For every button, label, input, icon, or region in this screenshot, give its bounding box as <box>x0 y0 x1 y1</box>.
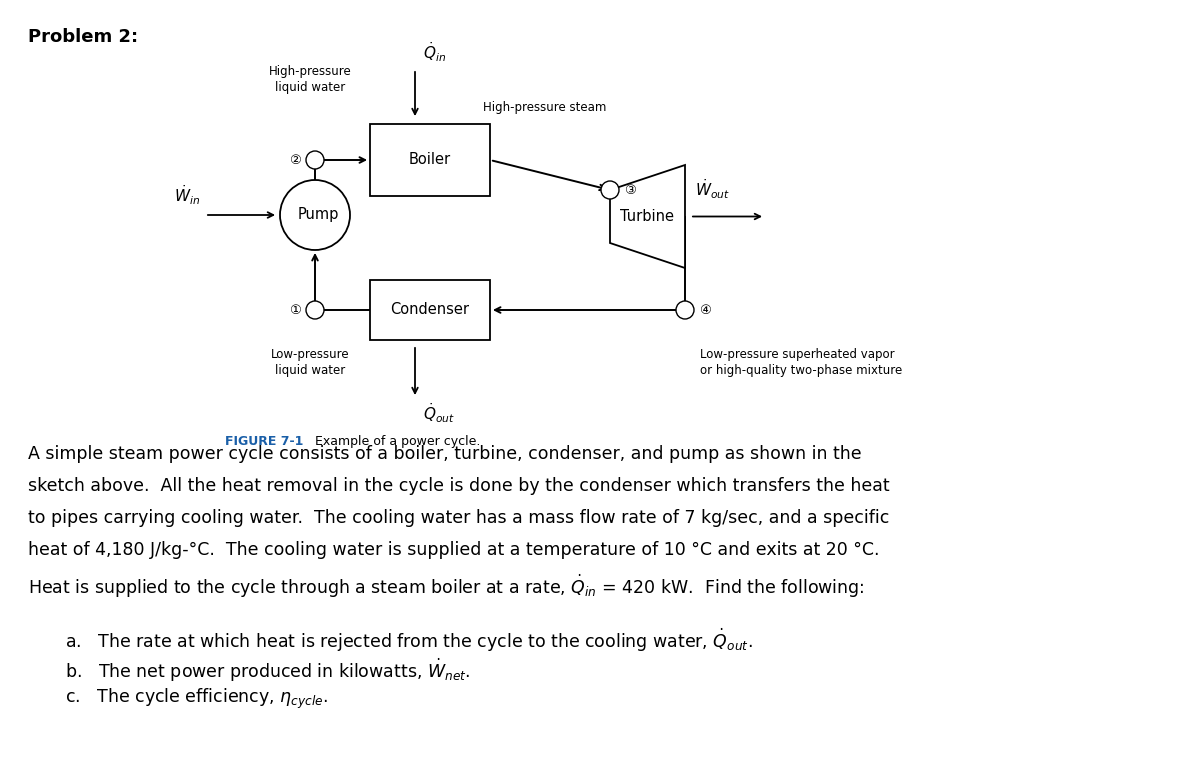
Circle shape <box>280 180 350 250</box>
Text: $\dot{Q}_{out}$: $\dot{Q}_{out}$ <box>424 401 455 424</box>
Text: c.   The cycle efficiency, $\eta_{cycle}$.: c. The cycle efficiency, $\eta_{cycle}$. <box>65 687 328 711</box>
Circle shape <box>676 301 694 319</box>
Polygon shape <box>610 165 685 268</box>
Text: a.   The rate at which heat is rejected from the cycle to the cooling water, $\d: a. The rate at which heat is rejected fr… <box>65 627 752 654</box>
Text: Boiler: Boiler <box>409 153 451 168</box>
Circle shape <box>306 151 324 169</box>
Bar <box>370 124 490 196</box>
Text: b.   The net power produced in kilowatts, $\dot{W}_{net}$.: b. The net power produced in kilowatts, … <box>65 657 470 684</box>
Text: Condenser: Condenser <box>390 303 469 317</box>
Text: to pipes carrying cooling water.  The cooling water has a mass flow rate of 7 kg: to pipes carrying cooling water. The coo… <box>28 509 889 527</box>
Text: Low-pressure
liquid water: Low-pressure liquid water <box>271 348 349 377</box>
Text: heat of 4,180 J/kg-°C.  The cooling water is supplied at a temperature of 10 °C : heat of 4,180 J/kg-°C. The cooling water… <box>28 541 880 559</box>
Text: Pump: Pump <box>298 207 338 222</box>
Text: High-pressure steam: High-pressure steam <box>484 101 607 114</box>
Text: Example of a power cycle.: Example of a power cycle. <box>302 435 480 448</box>
Text: FIGURE 7-1: FIGURE 7-1 <box>226 435 304 448</box>
Text: ③: ③ <box>624 184 636 197</box>
Text: A simple steam power cycle consists of a boiler, turbine, condenser, and pump as: A simple steam power cycle consists of a… <box>28 445 862 463</box>
Text: High-pressure
liquid water: High-pressure liquid water <box>269 65 352 94</box>
Bar <box>370 280 490 340</box>
Circle shape <box>306 301 324 319</box>
Text: $\dot{W}_{in}$: $\dot{W}_{in}$ <box>174 184 200 207</box>
Circle shape <box>601 181 619 199</box>
Text: ④: ④ <box>698 304 710 317</box>
Text: ①: ① <box>289 304 301 317</box>
Text: sketch above.  All the heat removal in the cycle is done by the condenser which : sketch above. All the heat removal in th… <box>28 477 889 495</box>
Text: $\dot{W}_{out}$: $\dot{W}_{out}$ <box>695 178 730 201</box>
Text: Turbine: Turbine <box>620 209 674 224</box>
Text: Heat is supplied to the cycle through a steam boiler at a rate, $\dot{Q}_{in}$ =: Heat is supplied to the cycle through a … <box>28 573 864 600</box>
Text: $\dot{Q}_{in}$: $\dot{Q}_{in}$ <box>424 40 446 64</box>
Text: Low-pressure superheated vapor
or high-quality two-phase mixture: Low-pressure superheated vapor or high-q… <box>700 348 902 377</box>
Text: Problem 2:: Problem 2: <box>28 28 138 46</box>
Text: ②: ② <box>289 153 301 166</box>
